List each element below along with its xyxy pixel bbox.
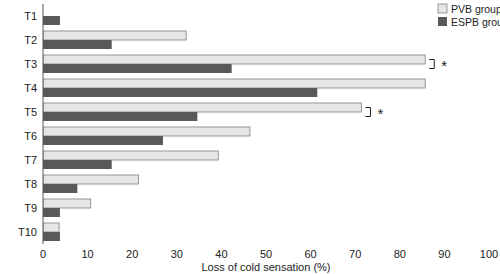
- x-tick-label: 10: [81, 248, 93, 260]
- category-label: T7: [24, 154, 37, 166]
- bar: [43, 136, 163, 145]
- chart-container: T1 T2 T3 T4 T5 T6 T7 T8 T9 T100 10 20 30 40 50 60 70 80 90…: [0, 0, 500, 274]
- bar: [43, 40, 112, 49]
- category-label: T6: [24, 130, 37, 142]
- category-label: T8: [24, 178, 37, 190]
- legend-swatch: [438, 4, 447, 13]
- bar: [43, 199, 91, 208]
- legend: PVB groupESPB group: [438, 3, 500, 28]
- y-axis-line: [43, 4, 44, 244]
- bar: [43, 223, 59, 232]
- legend-swatch: [438, 17, 447, 26]
- bar: [43, 112, 197, 121]
- bar: [43, 127, 250, 136]
- significance-bracket: [365, 108, 370, 117]
- bar: [43, 88, 317, 97]
- significance-marker: *: [441, 57, 447, 74]
- bar: [43, 55, 425, 64]
- category-label: T3: [24, 58, 37, 70]
- bar: [43, 151, 218, 160]
- significance-marker: *: [377, 105, 383, 122]
- x-axis-title: Loss of cold sensation (%): [201, 261, 330, 273]
- bar: [43, 160, 112, 169]
- category-label: T9: [24, 202, 37, 214]
- x-tick-label: 40: [215, 248, 227, 260]
- x-tick-label: 50: [260, 248, 272, 260]
- category-label: T4: [24, 82, 37, 94]
- bar: [43, 232, 60, 241]
- x-tick-label: 90: [438, 248, 450, 260]
- bar: [43, 64, 232, 73]
- x-tick-label: 30: [171, 248, 183, 260]
- x-tick-label: 0: [40, 248, 46, 260]
- bar: [43, 31, 186, 40]
- category-label: T5: [24, 106, 37, 118]
- x-tick-label: 100: [480, 248, 498, 260]
- bar: [43, 79, 425, 88]
- legend-label: PVB group: [451, 3, 500, 15]
- bar: [43, 184, 77, 193]
- x-tick-label: 80: [394, 248, 406, 260]
- bars: [43, 16, 425, 241]
- chart-svg: T1 T2 T3 T4 T5 T6 T7 T8 T9 T100 10 20 30 40 50 60 70 80 90…: [0, 0, 500, 274]
- significance-bracket: [429, 60, 434, 69]
- category-label: T2: [24, 34, 37, 46]
- category-label: T1: [24, 10, 37, 22]
- category-label: T10: [18, 226, 37, 238]
- bar: [43, 175, 138, 184]
- bar: [43, 103, 361, 112]
- legend-label: ESPB group: [451, 16, 500, 28]
- x-tick-label: 60: [304, 248, 316, 260]
- bar: [43, 208, 60, 217]
- x-tick-label: 70: [349, 248, 361, 260]
- x-tick-label: 20: [126, 248, 138, 260]
- bar: [43, 16, 60, 25]
